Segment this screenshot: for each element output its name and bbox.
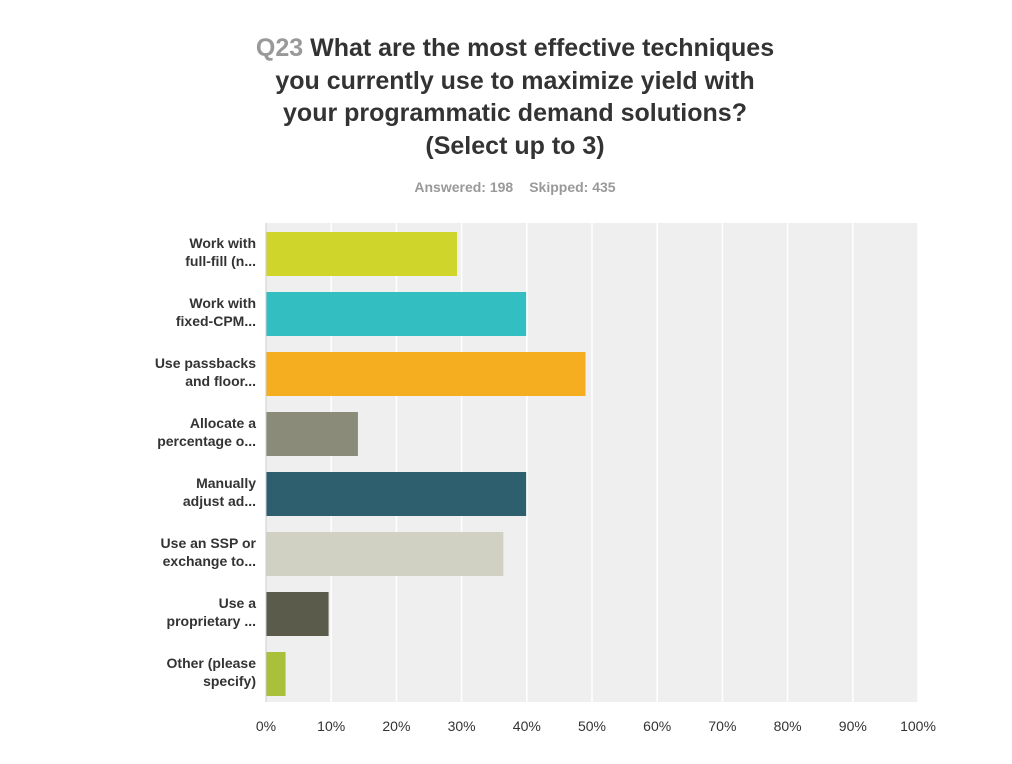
category-label: Manually adjust ad... xyxy=(183,475,256,509)
x-tick-label: 20% xyxy=(382,718,410,734)
answered-count: Answered: 198 xyxy=(414,179,514,195)
x-tick-label: 0% xyxy=(256,718,276,734)
x-tick-label: 90% xyxy=(839,718,867,734)
category-labels: Work with full-fill (n... Work with fixed-C… xyxy=(155,235,257,689)
question-line-2: you currently use to maximize yield with xyxy=(275,66,755,95)
x-tick-label: 10% xyxy=(317,718,345,734)
bar xyxy=(266,412,358,456)
question-line-4: (Select up to 3) xyxy=(425,131,605,160)
question-line-3: your programmatic demand solutions? xyxy=(283,99,747,127)
category-label: Other (please specify) xyxy=(167,655,257,689)
bar xyxy=(266,292,527,336)
x-tick-labels: 0% 10% 20% 30% 40% 50% 60% 70% 80% 90% 100% xyxy=(256,718,936,734)
bar xyxy=(266,652,286,696)
x-tick-label: 50% xyxy=(578,718,606,734)
category-label: Use a proprietary ... xyxy=(167,595,257,629)
category-label: Work with full-fill (n... xyxy=(185,235,256,269)
bar xyxy=(266,472,527,516)
x-tick-label: 100% xyxy=(900,718,936,734)
x-tick-label: 70% xyxy=(708,718,736,734)
bar xyxy=(266,592,329,636)
category-label: Allocate a percentage o... xyxy=(157,415,256,449)
bar xyxy=(266,352,586,396)
question-number: Q23 xyxy=(255,34,304,62)
question-line-1: What are the most effective techniques xyxy=(310,34,775,62)
response-stats: Answered: 198 Skipped: 435 xyxy=(0,179,1012,195)
x-tick-label: 40% xyxy=(513,718,541,734)
x-tick-label: 80% xyxy=(774,718,802,734)
bar xyxy=(266,532,504,576)
chart-title: Q23 What are the most effective techniqu… xyxy=(0,32,1012,162)
category-label: Use an SSP or exchange to... xyxy=(161,535,257,569)
x-tick-label: 30% xyxy=(448,718,476,734)
skipped-count: Skipped: 435 xyxy=(529,179,616,195)
category-label: Use passbacks and floor... xyxy=(155,355,256,389)
bar xyxy=(266,232,458,276)
category-label: Work with fixed-CPM... xyxy=(176,295,256,329)
bars xyxy=(266,232,586,696)
x-tick-label: 60% xyxy=(643,718,671,734)
